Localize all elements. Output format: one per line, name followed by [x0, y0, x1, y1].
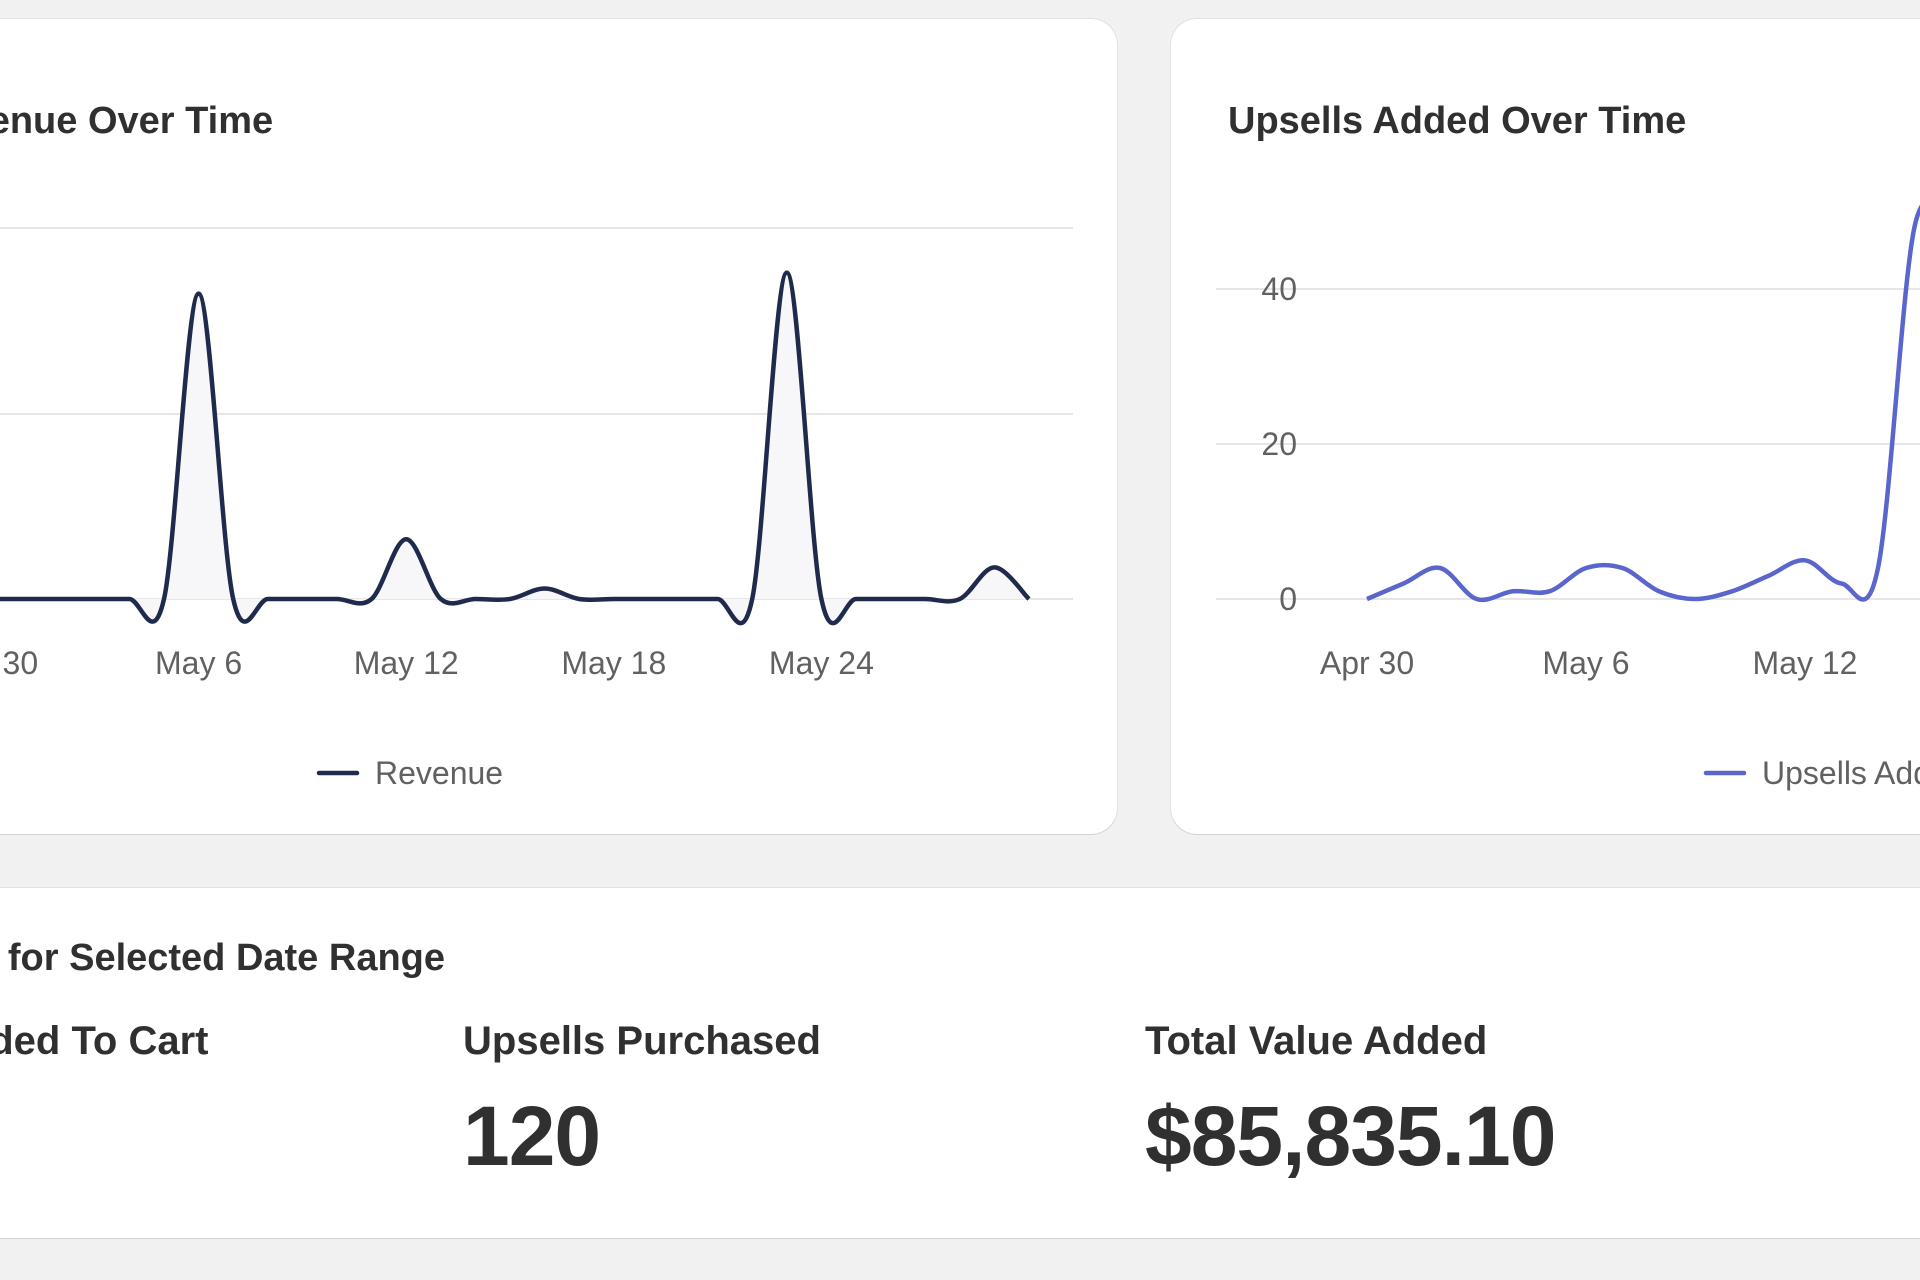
- revenue-chart-title: Revenue Over Time: [0, 100, 274, 142]
- upsells-y-tick: 20: [1261, 426, 1297, 462]
- revenue-x-tick: May 6: [155, 645, 242, 681]
- revenue-line: [0, 270, 1031, 626]
- upsells-line-chart: 0 20 40 Apr 30 May 6 May 12 Upsells Added: [1216, 204, 1920, 791]
- upsells-y-tick: 0: [1279, 581, 1297, 617]
- revenue-legend-label[interactable]: Revenue: [375, 755, 503, 791]
- metric-total-value-value: $85,835.10: [1145, 1089, 1556, 1183]
- metric-added-to-cart-label: Upsells Added To Cart: [0, 1019, 209, 1063]
- upsells-x-tick: May 12: [1753, 645, 1858, 681]
- revenue-x-tick: May 24: [769, 645, 874, 681]
- metric-upsells-purchased-label: Upsells Purchased: [463, 1019, 821, 1063]
- upsells-y-tick: 40: [1261, 271, 1297, 307]
- upsells-x-tick: Apr 30: [1320, 645, 1414, 681]
- performance-summary-card: Performance for Selected Date Range Upse…: [0, 888, 1920, 1238]
- revenue-x-tick: May 18: [561, 645, 666, 681]
- upsells-chart-card: Upsells Added Over Time 0 20 40 Apr 30 May 6…: [1171, 19, 1920, 834]
- revenue-line-chart: Apr 30 May 6 May 12 May 18 May 24 Revenue: [0, 227, 1073, 791]
- upsells-x-tick: May 6: [1542, 645, 1629, 681]
- upsells-legend-label[interactable]: Upsells Added: [1762, 755, 1920, 791]
- metric-total-value-label: Total Value Added: [1145, 1019, 1488, 1063]
- revenue-area: [0, 272, 1029, 624]
- revenue-chart-card: Revenue Over Time Apr 30 May 6 May 12 May 1…: [0, 19, 1117, 834]
- revenue-x-tick: May 12: [354, 645, 459, 681]
- upsells-chart-title: Upsells Added Over Time: [1228, 100, 1687, 142]
- revenue-x-tick: Apr 30: [0, 645, 38, 681]
- upsells-line: [1366, 204, 1920, 603]
- metric-upsells-purchased-value: 120: [463, 1089, 601, 1183]
- performance-title: Performance for Selected Date Range: [0, 937, 446, 979]
